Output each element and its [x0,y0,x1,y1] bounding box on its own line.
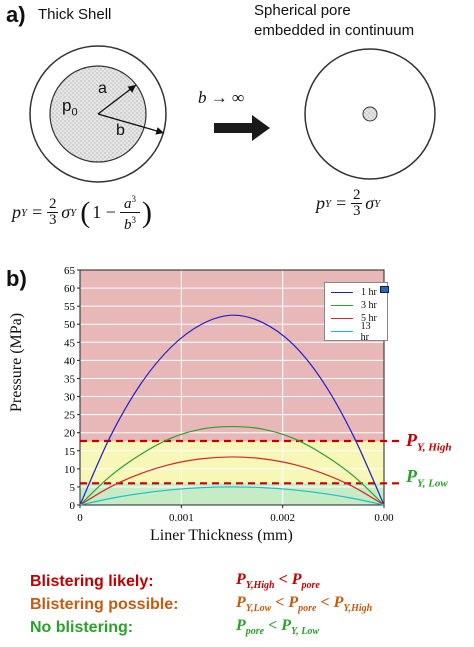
y-tick-label: 30 [64,392,76,404]
x-tick-label: 0.00 [374,512,394,524]
y-tick-label: 25 [64,410,76,422]
legend-entry: 13 hr [331,321,381,343]
condition-row-possible: Blistering possible: PY,Low < Ppore < PY… [30,593,470,616]
panel-b-label: b) [6,266,27,291]
conditions-list: Blistering likely: PY,High < Ppore Blist… [30,570,470,639]
y-axis-title: Pressure (MPa) [8,312,25,412]
legend-swatch [331,305,353,306]
legend-swatch [331,331,353,332]
y-tick-label: 40 [64,355,76,367]
limit-label: b → ∞ [198,88,245,107]
y-tick-label: 45 [64,337,76,349]
y-tick-label: 5 [70,482,76,494]
y-tick-label: 0 [70,500,76,512]
y-tick-label: 35 [64,373,76,385]
radius-b-arrow [97,113,165,135]
condition-label: Blistering possible: [30,595,179,613]
x-axis-title: Liner Thickness (mm) [150,527,293,544]
legend-label: 1 hr [361,287,377,298]
legend-entry: 3 hr [331,299,381,312]
plot-frame [79,269,385,506]
condition-row-none: No blistering: Ppore < PY, Low [30,616,470,639]
y-tick-label: 20 [64,428,76,440]
panel-a-label: a) [6,2,26,27]
condition-expr: Ppore < PY, Low [236,617,319,638]
shaded-region [80,441,384,484]
small-pore-circle [362,106,378,122]
y-tick-label: 10 [64,464,76,476]
thick-shell-title: Thick Shell [38,6,112,23]
radius-a-arrow [97,84,137,115]
legend-swatch [331,318,353,319]
condition-row-likely: Blistering likely: PY,High < Ppore [30,570,470,593]
legend-label: 3 hr [361,300,377,311]
legend-swatch [331,292,353,293]
x-tick-label: 0 [77,512,83,524]
y-tick-label: 65 [64,265,76,277]
panel-a-diagram [29,45,436,183]
y-tick-label: 60 [64,283,76,295]
legend-entry: 5 hr [331,312,381,325]
series-line [79,314,385,506]
x-tick-label: 0.001 [169,512,194,524]
condition-label: Blistering likely: [30,572,154,590]
legend-label: 13 hr [360,320,371,343]
y-tick-label: 55 [64,301,76,313]
pressure-chart: 0 5 10 15 20 25 30 35 40 45 50 55 60 65 0 0.001 0.002 0.… [64,265,404,524]
label-a: a [98,80,107,97]
series-line [79,456,385,506]
condition-expr: PY,Low < Ppore < PY,High [236,594,373,615]
label-b: b [116,122,125,139]
transition-arrow [214,115,270,141]
series-line [79,425,385,506]
chart-legend: 1 hr 3 hr 5 hr 13 hr [324,282,388,343]
legend-label: 5 hr [361,313,377,324]
pore-title-line1: Spherical pore [254,2,351,19]
x-tick-label: 0.002 [270,512,295,524]
threshold-high-label: PY, High [406,430,452,454]
label-p0: p0 [62,96,78,119]
legend-resize-icon [380,286,389,293]
y-tick-label: 15 [64,446,76,458]
condition-label: No blistering: [30,618,134,636]
series-line [79,486,385,506]
legend-entry: 1 hr [331,286,381,299]
y-tick-label: 50 [64,319,76,331]
shaded-region [80,483,384,505]
condition-expr: PY,High < Ppore [236,571,320,592]
pore-title-line2: embedded in continuum [254,22,415,39]
threshold-low-label: PY, Low [406,466,448,490]
